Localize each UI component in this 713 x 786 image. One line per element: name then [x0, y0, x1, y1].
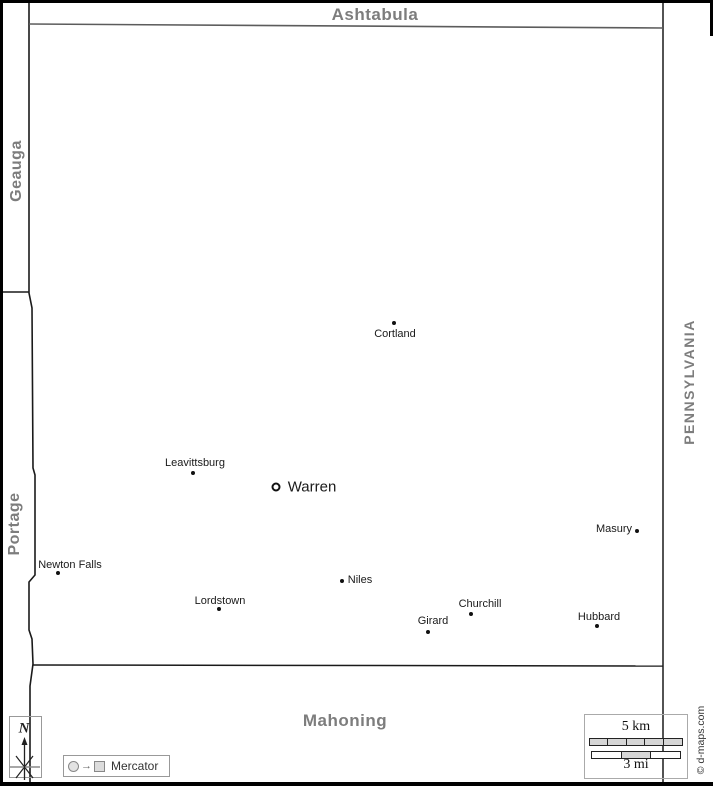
- projection-legend: → Mercator: [63, 755, 170, 777]
- scale-km-label: 5 km: [621, 719, 651, 734]
- city-label-hubbard: Hubbard: [577, 611, 621, 623]
- arrow-right-icon: →: [81, 759, 92, 772]
- city-marker-churchill: [469, 612, 473, 616]
- city-marker-niles: [340, 579, 344, 583]
- city-marker-lordstown: [217, 607, 221, 611]
- county-label-ashtabula: Ashtabula: [331, 5, 419, 24]
- scale-bar-km: [589, 738, 683, 746]
- frame-left: [0, 0, 3, 786]
- frame-right-sliver: [710, 0, 713, 36]
- city-label-niles: Niles: [347, 574, 373, 586]
- city-label-girard: Girard: [417, 615, 449, 627]
- scale-mi-label: 3 mi: [623, 757, 649, 772]
- scale-box: 5 km 3 mi: [584, 714, 688, 779]
- globe-circle-icon: [68, 760, 79, 772]
- county-label-mahoning: Mahoning: [302, 711, 388, 730]
- city-marker-masury: [635, 529, 639, 533]
- city-label-churchill: Churchill: [458, 598, 502, 610]
- compass-box: [9, 716, 42, 778]
- county-label-portage: Portage: [6, 492, 23, 556]
- projected-square-icon: [94, 760, 105, 772]
- frame-bottom: [0, 782, 713, 786]
- city-marker-girard: [426, 630, 430, 634]
- projection-name: Mercator: [111, 759, 159, 773]
- compass-north-label: N: [18, 720, 30, 737]
- county-seat-marker-warren: [271, 482, 281, 492]
- frame-top: [0, 0, 713, 3]
- city-marker-newton-falls: [56, 571, 60, 575]
- city-label-masury: Masury: [595, 523, 633, 535]
- map-credit: © d-maps.com: [695, 705, 707, 775]
- compass-rose-icon: [10, 737, 40, 780]
- city-marker-cortland: [392, 321, 396, 325]
- city-label-newton-falls: Newton Falls: [38, 559, 102, 571]
- city-label-warren: Warren: [287, 478, 337, 496]
- scale-bar-mi: [591, 751, 681, 759]
- county-label-geauga: Geauga: [8, 140, 25, 202]
- city-label-cortland: Cortland: [374, 328, 416, 340]
- city-label-leavittsburg: Leavittsburg: [165, 457, 225, 469]
- city-marker-leavittsburg: [191, 471, 195, 475]
- state-label-pennsylvania: PENNSYLVANIA: [681, 319, 697, 445]
- city-label-lordstown: Lordstown: [194, 595, 246, 607]
- city-marker-hubbard: [595, 624, 599, 628]
